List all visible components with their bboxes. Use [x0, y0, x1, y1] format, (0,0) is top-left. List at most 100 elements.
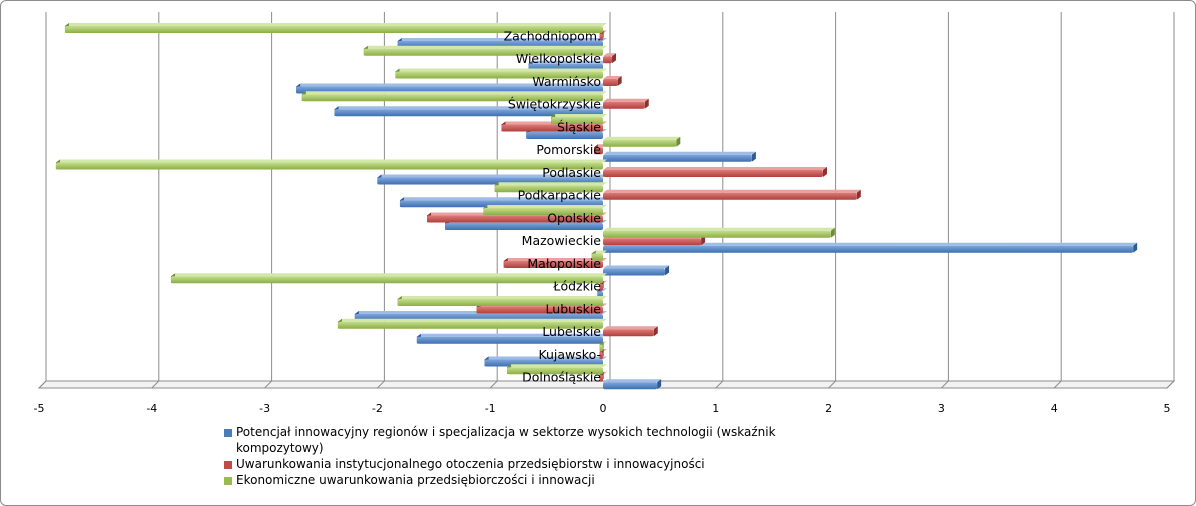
bar-front-face: [603, 192, 857, 200]
bar: [416, 333, 607, 344]
bar: [603, 326, 658, 337]
bar-side-face: [657, 379, 662, 390]
bar-front-face: [603, 170, 823, 177]
bar: [337, 318, 607, 329]
bar-front-face: [503, 261, 603, 268]
bar-front-face: [593, 147, 603, 155]
bar-top-face: [603, 98, 649, 102]
bar-top-face: [503, 258, 607, 261]
bar-front-face: [603, 79, 618, 86]
bar-top-face: [483, 205, 607, 208]
legend-item-series-2: Uwarunkowania instytucjonalnego otoczeni…: [224, 456, 844, 472]
bar: [397, 296, 607, 306]
bar-top-face: [603, 53, 617, 57]
bar-front-face: [603, 56, 613, 64]
bar-top-face: [397, 38, 607, 41]
bar-top-face: [170, 273, 607, 277]
bar: [551, 114, 607, 124]
bar-front-face: [599, 283, 603, 291]
x-tick-label: -1: [485, 402, 496, 415]
bar: [603, 167, 827, 177]
x-tick-label: 1: [712, 402, 719, 415]
bar-front-face: [551, 117, 603, 124]
bar: [603, 227, 835, 238]
category-label: Mazowieckie: [522, 233, 602, 248]
category-label: Małopolskie: [527, 256, 601, 271]
x-tick-label: -5: [34, 402, 45, 415]
bar-side-face: [822, 167, 827, 177]
bar: [603, 379, 662, 390]
bar-front-face: [599, 344, 603, 352]
category-label: Zachodniopom.: [504, 28, 601, 43]
bars: [55, 23, 1138, 390]
category-label: Śląskie: [557, 119, 601, 134]
bar: [301, 91, 607, 102]
bar: [599, 341, 607, 352]
x-tick-label: 4: [1051, 402, 1058, 415]
bar-front-face: [476, 306, 603, 314]
bar-top-face: [395, 68, 607, 72]
bar-front-face: [427, 215, 603, 223]
bar-front-face: [526, 132, 603, 139]
bar-front-face: [301, 94, 603, 102]
bar-front-face: [599, 33, 603, 41]
bar-top-face: [55, 159, 608, 163]
category-label: Łódzkie: [552, 279, 601, 294]
bar: [363, 45, 607, 56]
bar-side-face: [856, 189, 861, 200]
bar: [591, 250, 607, 261]
grid-depth-line: [38, 380, 47, 389]
grid-depth-line: [1053, 380, 1062, 389]
bar-front-face: [603, 139, 677, 147]
category-label: Świętokrzyskie: [508, 97, 601, 112]
grid-depth-line: [377, 380, 385, 389]
bar-side-face: [665, 265, 670, 276]
bar-side-face: [1133, 242, 1138, 253]
bar-top-face: [603, 76, 622, 79]
category-label: Lubuskie: [546, 301, 602, 316]
bar-front-face: [603, 238, 702, 246]
x-tick-label: 2: [825, 402, 832, 415]
bar-front-face: [363, 48, 603, 56]
bar-front-face: [603, 268, 666, 276]
bar: [603, 136, 681, 147]
bar-front-face: [445, 223, 603, 230]
grid-depth-line: [1166, 380, 1175, 389]
bar-top-face: [603, 167, 827, 170]
bar-top-face: [363, 45, 607, 49]
x-tick-label: -4: [146, 402, 157, 415]
bar-front-face: [603, 382, 658, 390]
bar-front-face: [55, 162, 604, 170]
bar: [55, 159, 608, 170]
grid-depth-line: [941, 380, 949, 389]
bar: [603, 242, 1138, 253]
bar-top-face: [551, 114, 607, 117]
bar-front-face: [603, 230, 831, 238]
bar: [503, 258, 607, 268]
bar: [334, 106, 607, 117]
legend-swatch-green: [224, 477, 232, 485]
legend-item-series-3: Ekonomiczne uwarunkowania przedsiębiorcz…: [224, 472, 844, 488]
category-label: Pomorskie: [536, 142, 601, 157]
grid-depth-line: [715, 380, 724, 389]
bar-front-face: [395, 71, 603, 79]
bar-side-face: [617, 76, 622, 86]
bar-top-face: [603, 326, 658, 330]
x-tick-label: -2: [372, 402, 383, 415]
x-tick-labels: -5 -4 -3 -2 -1 0 1 2 3 4 5: [34, 402, 1171, 415]
bar: [593, 144, 607, 155]
bar-front-face: [494, 185, 603, 193]
legend-swatch-blue: [224, 429, 232, 437]
bar-top-face: [64, 23, 608, 26]
category-labels: Dolnośląskie Kujawsko- Lubelskie Lubuskie Łó…: [504, 28, 602, 384]
bar-top-face: [603, 242, 1138, 246]
bar-side-face: [830, 227, 835, 238]
category-label: Podkarpackie: [518, 188, 602, 203]
x-tick-label: 0: [600, 402, 607, 415]
category-label: Opolskie: [547, 210, 601, 225]
category-label: Lubelskie: [542, 324, 601, 339]
bar-front-face: [603, 154, 752, 162]
bar-front-face: [64, 26, 604, 33]
bar-top-face: [603, 379, 662, 383]
bar-top-face: [399, 197, 607, 201]
